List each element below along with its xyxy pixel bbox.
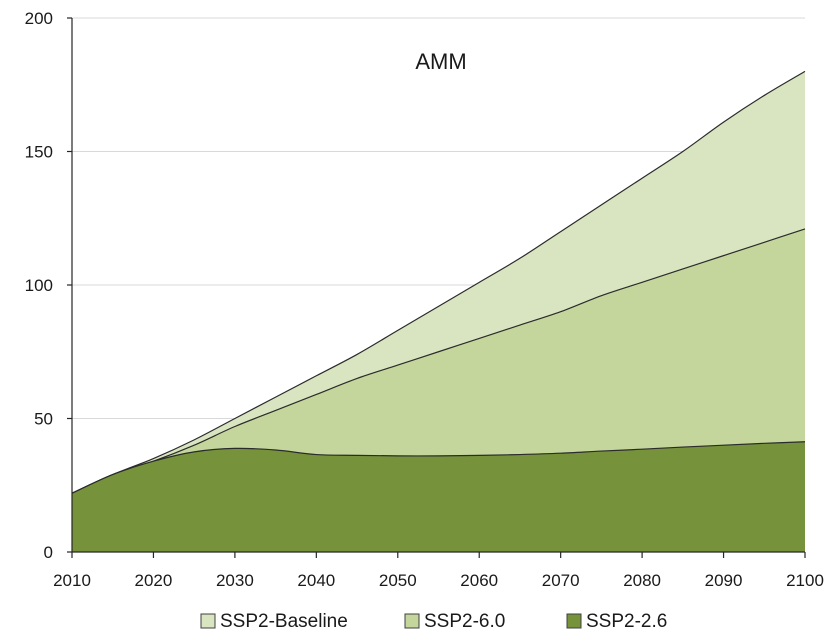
x-tick-label-2040: 2040: [297, 571, 335, 590]
y-tick-label-50: 50: [34, 410, 53, 429]
x-tick-label-2010: 2010: [53, 571, 91, 590]
x-tick-label-2070: 2070: [542, 571, 580, 590]
y-tick-labels: 0 50 100 150 200: [25, 9, 53, 562]
x-tick-label-2050: 2050: [379, 571, 417, 590]
line-ssp2-2-6: [71, 441, 806, 494]
y-tick-label-200: 200: [25, 9, 53, 28]
y-tick-label-100: 100: [25, 276, 53, 295]
x-tick-label-2100: 2100: [786, 571, 824, 590]
chart-title: AMM: [415, 49, 466, 74]
legend-label-ssp2-2-6: SSP2-2.6: [586, 611, 667, 632]
legend-label-ssp2-6-0: SSP2-6.0: [424, 611, 505, 632]
legend: SSP2-Baseline SSP2-6.0 SSP2-2.6: [200, 611, 667, 632]
x-tick-label-2060: 2060: [460, 571, 498, 590]
x-tick-label-2080: 2080: [623, 571, 661, 590]
legend-label-ssp2-baseline: SSP2-Baseline: [220, 611, 348, 632]
x-tick-labels: 2010 2020 2030 2040 2050 2060 2070 2080 2090 2100: [53, 571, 824, 590]
legend-swatch-ssp2-2-6: [566, 613, 582, 629]
legend-swatch-ssp2-6-0: [404, 613, 420, 629]
line-ssp2-6-0: [71, 228, 806, 494]
legend-swatch-ssp2-baseline: [200, 613, 216, 629]
y-tick-label-150: 150: [25, 143, 53, 162]
area-ssp2-2-6: [72, 441, 805, 552]
x-tick-label-2020: 2020: [135, 571, 173, 590]
line-ssp2-baseline: [71, 70, 806, 494]
y-tick-label-0: 0: [44, 543, 53, 562]
x-tick-label-2090: 2090: [705, 571, 743, 590]
series-areas: [71, 70, 806, 553]
x-tick-label-2030: 2030: [216, 571, 254, 590]
axes: [67, 17, 806, 558]
